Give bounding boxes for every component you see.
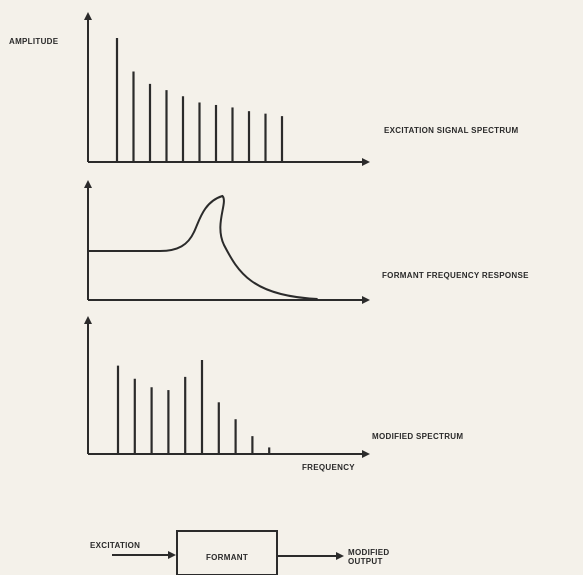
- block-diagram: EXCITATION FORMANT MODIFIED OUTPUT: [90, 530, 390, 575]
- amplitude-label: AMPLITUDE: [9, 37, 59, 46]
- excitation-spectrum-label: EXCITATION SIGNAL SPECTRUM: [384, 126, 519, 135]
- modified-harmonic-lines: [116, 360, 271, 454]
- formant-response-panel: FORMANT FREQUENCY RESPONSE: [84, 180, 529, 304]
- formant-response-curve: [88, 194, 318, 300]
- formant-response-label: FORMANT FREQUENCY RESPONSE: [382, 271, 529, 280]
- modified-spectrum-panel: MODIFIED SPECTRUM FREQUENCY: [84, 316, 463, 472]
- modified-spectrum-label: MODIFIED SPECTRUM: [372, 432, 463, 441]
- output-label-line2: OUTPUT: [348, 557, 383, 566]
- formant-block-label: FORMANT: [206, 553, 248, 562]
- output-label-line1: MODIFIED: [348, 548, 390, 557]
- formant-block: [176, 530, 278, 575]
- excitation-harmonic-lines: [115, 38, 284, 162]
- frequency-label: FREQUENCY: [302, 463, 355, 472]
- excitation-spectrum-panel: AMPLITUDE EXCITATION SIGNAL SPECTRUM: [9, 12, 519, 166]
- excitation-input-label: EXCITATION: [90, 541, 140, 550]
